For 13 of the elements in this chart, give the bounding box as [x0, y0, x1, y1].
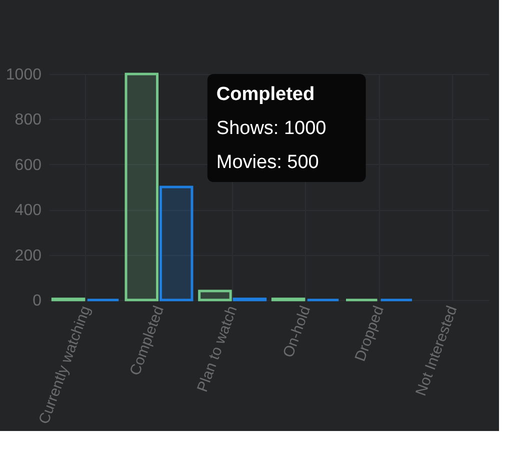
- bar: [159, 186, 194, 302]
- y-tick-label: 0: [32, 292, 42, 310]
- y-tick-label: 600: [14, 156, 42, 174]
- y-tick-label: 1000: [6, 66, 42, 84]
- y-tick-label: 800: [14, 112, 42, 129]
- annotation: Shows: 1000: [216, 118, 326, 139]
- bar: [198, 290, 232, 302]
- x-tick-label: Plan to watch: [194, 304, 241, 394]
- annotation: Movies: 500: [216, 152, 319, 173]
- y-tick-label: 200: [14, 247, 42, 264]
- annotation: Completed: [216, 84, 315, 105]
- bar: [124, 72, 159, 302]
- y-tick-label: 400: [14, 202, 42, 220]
